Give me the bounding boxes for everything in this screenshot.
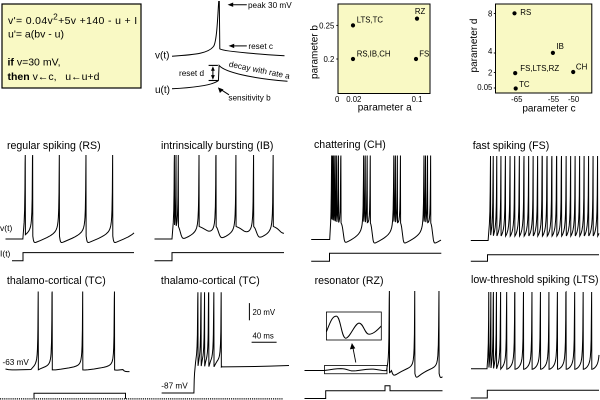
svg-text:0: 0 xyxy=(335,95,340,104)
svg-text:regular spiking (RS): regular spiking (RS) xyxy=(7,140,101,152)
svg-text:8: 8 xyxy=(488,10,492,19)
svg-text:v(t): v(t) xyxy=(0,223,12,233)
svg-text:reset c: reset c xyxy=(248,42,273,51)
svg-text:FS: FS xyxy=(419,49,429,58)
svg-text:peak 30 mV: peak 30 mV xyxy=(248,1,292,10)
svg-text:FS,LTS,RZ: FS,LTS,RZ xyxy=(520,64,559,73)
svg-text:parameter b: parameter b xyxy=(309,25,320,79)
svg-text:fast spiking (FS): fast spiking (FS) xyxy=(473,140,550,152)
svg-text:CH: CH xyxy=(576,63,588,72)
svg-text:40 ms: 40 ms xyxy=(253,331,274,340)
svg-text:-50: -50 xyxy=(568,95,580,104)
svg-text:TC: TC xyxy=(519,80,530,89)
svg-text:0.05: 0.05 xyxy=(477,83,493,92)
svg-text:RS,IB,CH: RS,IB,CH xyxy=(357,49,391,58)
svg-text:low-threshold spiking (LTS): low-threshold spiking (LTS) xyxy=(471,274,599,286)
svg-text:4: 4 xyxy=(488,47,493,56)
svg-text:I(t): I(t) xyxy=(0,249,11,259)
svg-text:u'= a(bv - u): u'= a(bv - u) xyxy=(8,29,64,41)
svg-text:then v←c, u←u+d: then v←c, u←u+d xyxy=(8,71,100,83)
svg-text:reset d: reset d xyxy=(179,69,204,78)
svg-text:-65: -65 xyxy=(511,95,523,104)
svg-text:if v=30 mV,: if v=30 mV, xyxy=(8,57,61,69)
svg-text:RZ: RZ xyxy=(415,7,426,16)
svg-text:0.25: 0.25 xyxy=(319,21,335,30)
svg-text:parameter a: parameter a xyxy=(358,103,412,114)
svg-text:v'= 0.04v2+5v +140 - u + I: v'= 0.04v2+5v +140 - u + I xyxy=(8,12,138,28)
svg-text:intrinsically bursting (IB): intrinsically bursting (IB) xyxy=(161,140,273,152)
svg-text:u(t): u(t) xyxy=(155,85,170,96)
svg-text:sensitivity b: sensitivity b xyxy=(228,93,271,102)
svg-text:2: 2 xyxy=(488,69,492,78)
svg-text:20 mV: 20 mV xyxy=(253,308,276,317)
svg-text:v(t): v(t) xyxy=(155,51,169,62)
svg-text:0.1: 0.1 xyxy=(412,95,423,104)
svg-text:-55: -55 xyxy=(548,95,560,104)
svg-text:RS: RS xyxy=(520,8,531,17)
svg-text:LTS,TC: LTS,TC xyxy=(357,16,384,25)
svg-text:resonator (RZ): resonator (RZ) xyxy=(315,275,384,287)
svg-text:IB: IB xyxy=(556,42,563,51)
svg-text:thalamo-cortical (TC): thalamo-cortical (TC) xyxy=(7,275,106,287)
svg-text:parameter d: parameter d xyxy=(469,19,480,73)
svg-text:thalamo-cortical (TC): thalamo-cortical (TC) xyxy=(161,275,260,287)
svg-text:parameter c: parameter c xyxy=(522,104,575,115)
svg-text:0.02: 0.02 xyxy=(346,95,361,104)
svg-text:chattering (CH): chattering (CH) xyxy=(314,139,386,151)
svg-text:-87 mV: -87 mV xyxy=(161,382,188,391)
svg-text:-63 mV: -63 mV xyxy=(3,358,30,367)
svg-text:0.2: 0.2 xyxy=(323,55,334,64)
